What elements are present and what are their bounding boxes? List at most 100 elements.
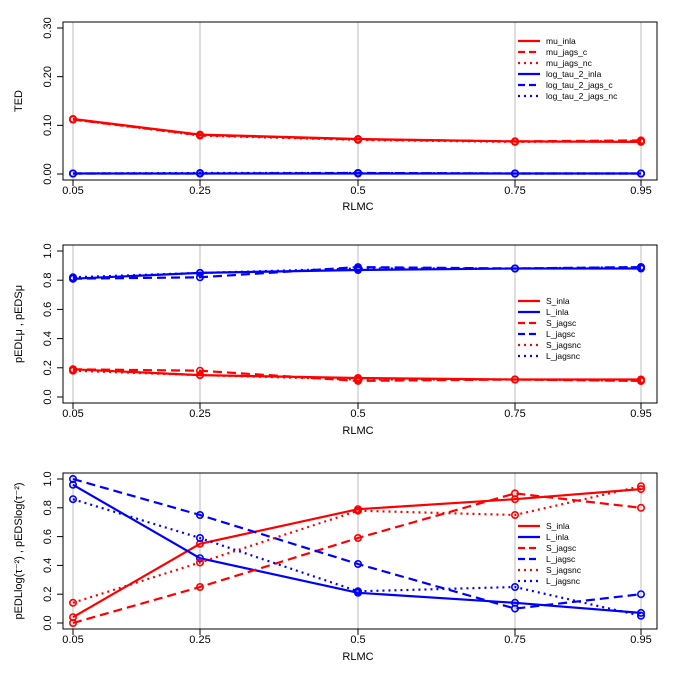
y-tick-label: 0.30	[42, 17, 54, 38]
series-line-L_jagsnc	[72, 266, 642, 279]
x-tick-label: 0.5	[350, 185, 365, 197]
series-line-L_jagsc	[72, 265, 642, 280]
y-tick-label: 0.4	[42, 558, 54, 573]
series-line-L_jagsc	[72, 477, 642, 610]
legend-label: log_tau_2_jags_nc	[546, 91, 618, 101]
legend-label: log_tau_2_jags_c	[546, 80, 613, 90]
data-point-S_jagsnc	[69, 366, 78, 375]
data-point-S_jagsnc	[196, 371, 205, 380]
legend: S_inlaL_inlaS_jagscL_jagscS_jagsncL_jags…	[518, 296, 582, 361]
y-tick-label: 0.20	[42, 66, 54, 87]
legend-label: S_jagsc	[546, 318, 577, 328]
x-tick-label: 0.95	[630, 634, 651, 646]
y-tick-label: 1.0	[42, 471, 54, 486]
legend-label: L_jagsnc	[546, 576, 581, 586]
legend-label: mu_inla	[546, 36, 576, 46]
y-tick-label: 0.0	[42, 389, 54, 404]
series-line-S_jagsnc	[72, 485, 642, 604]
data-point-L_jagsc	[69, 474, 78, 483]
series-line-L_inla	[72, 483, 642, 614]
x-tick-label: 0.05	[62, 408, 83, 420]
plot-frame	[62, 21, 658, 181]
legend-label: L_jagsc	[546, 554, 576, 564]
x-tick-label: 0.95	[630, 408, 651, 420]
data-point-S_jagsc	[636, 503, 645, 512]
data-point-S_jagsc	[196, 582, 205, 591]
data-point-log_tau_2_jags_nc	[510, 169, 519, 178]
x-tick-label: 0.5	[350, 634, 365, 646]
data-point-mu_jags_nc	[636, 136, 645, 145]
x-axis-label: RLMC	[342, 425, 373, 437]
x-tick-label: 0.75	[504, 185, 525, 197]
y-tick-label: 0.10	[42, 115, 54, 136]
data-point-S_jagsc	[196, 366, 205, 375]
legend-label: S_inla	[546, 521, 570, 531]
legend-label: S_jagsnc	[546, 340, 582, 350]
data-point-L_jagsc	[636, 590, 645, 599]
data-point-mu_jags_nc	[353, 135, 362, 144]
series-line-S_jagsc	[72, 492, 642, 625]
y-tick-label: 0.0	[42, 615, 54, 630]
data-point-S_jagsnc	[196, 558, 205, 567]
plot-frame	[62, 472, 658, 630]
legend-label: L_inla	[546, 307, 569, 317]
series-line-mu_jags_nc	[72, 118, 642, 144]
data-point-S_jagsnc	[69, 598, 78, 607]
y-tick-label: 0.4	[42, 331, 54, 346]
legend-label: S_jagsc	[546, 543, 577, 553]
y-axis-label: pEDLlog(τ⁻²) , pEDSlog(τ⁻²)	[13, 482, 25, 619]
data-point-L_jagsc	[196, 273, 205, 282]
chart-panel-2: 0.05 0.25 0.5 0.75 0.95 RLMC 0.0 0.2 0.4 0.6 0.8 1.…	[13, 243, 658, 437]
x-axis-label: RLMC	[342, 201, 373, 213]
x-tick-label: 0.25	[189, 408, 210, 420]
data-point-L_jagsc	[510, 604, 519, 613]
legend-label: L_jagsc	[546, 329, 576, 339]
chart-panel-1: 0.05 0.25 0.5 0.75 0.95 RLMC 0.00 0.10 0.20 0.30 T…	[13, 17, 658, 213]
data-point-L_jagsnc	[196, 533, 205, 542]
legend-label: log_tau_2_inla	[546, 69, 602, 79]
x-tick-label: 0.95	[630, 185, 651, 197]
series-line-log_tau_2_jags_nc	[72, 171, 641, 175]
data-point-L_jagsnc	[69, 495, 78, 504]
data-point-S_inla	[636, 485, 645, 494]
legend-label: L_inla	[546, 532, 569, 542]
y-tick-label: 0.8	[42, 273, 54, 288]
x-tick-label: 0.25	[189, 185, 210, 197]
data-point-L_jagsc	[353, 559, 362, 568]
y-tick-label: 0.6	[42, 529, 54, 544]
x-tick-label: 0.75	[504, 634, 525, 646]
x-axis-label: RLMC	[342, 651, 373, 663]
data-point-S_jagsc	[510, 489, 519, 498]
x-tick-label: 0.5	[350, 408, 365, 420]
x-tick-label: 0.75	[504, 408, 525, 420]
y-tick-label: 0.2	[42, 587, 54, 602]
series-line-L_jagsnc	[72, 498, 642, 617]
legend: mu_inlamu_jags_cmu_jags_nclog_tau_2_inla…	[518, 36, 618, 101]
data-point-L_jagsnc	[636, 611, 645, 620]
data-point-log_tau_2_jags_nc	[636, 169, 645, 178]
data-point-L_jagsnc	[636, 263, 645, 272]
data-point-L_jagsnc	[510, 264, 519, 273]
x-tick-label: 0.05	[62, 185, 83, 197]
series-line-S_jagsc	[72, 368, 642, 383]
data-point-S_jagsnc	[353, 506, 362, 515]
data-point-S_jagsc	[353, 533, 362, 542]
data-point-L_jagsc	[196, 510, 205, 519]
y-axis-label: TED	[13, 90, 25, 112]
y-tick-label: 0.00	[42, 163, 54, 184]
data-point-mu_jags_nc	[196, 131, 205, 140]
data-point-log_tau_2_jags_nc	[353, 169, 362, 178]
data-point-log_tau_2_jags_nc	[69, 169, 78, 178]
series-line-S_inla	[72, 488, 642, 619]
data-point-mu_jags_nc	[510, 137, 519, 146]
data-point-S_jagsnc	[353, 375, 362, 384]
y-tick-label: 1.0	[42, 243, 54, 258]
data-point-S_jagsnc	[510, 375, 519, 384]
data-point-L_jagsnc	[353, 264, 362, 273]
x-tick-label: 0.05	[62, 634, 83, 646]
legend-label: mu_jags_nc	[546, 58, 593, 68]
legend-label: mu_jags_c	[546, 47, 588, 57]
data-point-mu_jags_nc	[69, 115, 78, 124]
series-line-S_jagsnc	[72, 369, 642, 382]
